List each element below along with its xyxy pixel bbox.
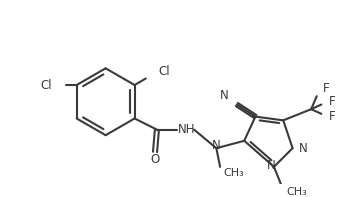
Text: F: F [329,110,335,123]
Text: CH₃: CH₃ [224,168,244,178]
Text: N: N [212,139,221,152]
Text: N: N [267,159,276,172]
Text: NH: NH [178,123,195,136]
Text: F: F [323,82,330,95]
Text: O: O [150,153,160,166]
Text: Cl: Cl [159,65,171,78]
Text: Cl: Cl [40,79,52,92]
Text: F: F [329,95,335,108]
Text: N: N [220,89,229,102]
Text: CH₃: CH₃ [286,187,307,197]
Text: N: N [299,142,308,155]
